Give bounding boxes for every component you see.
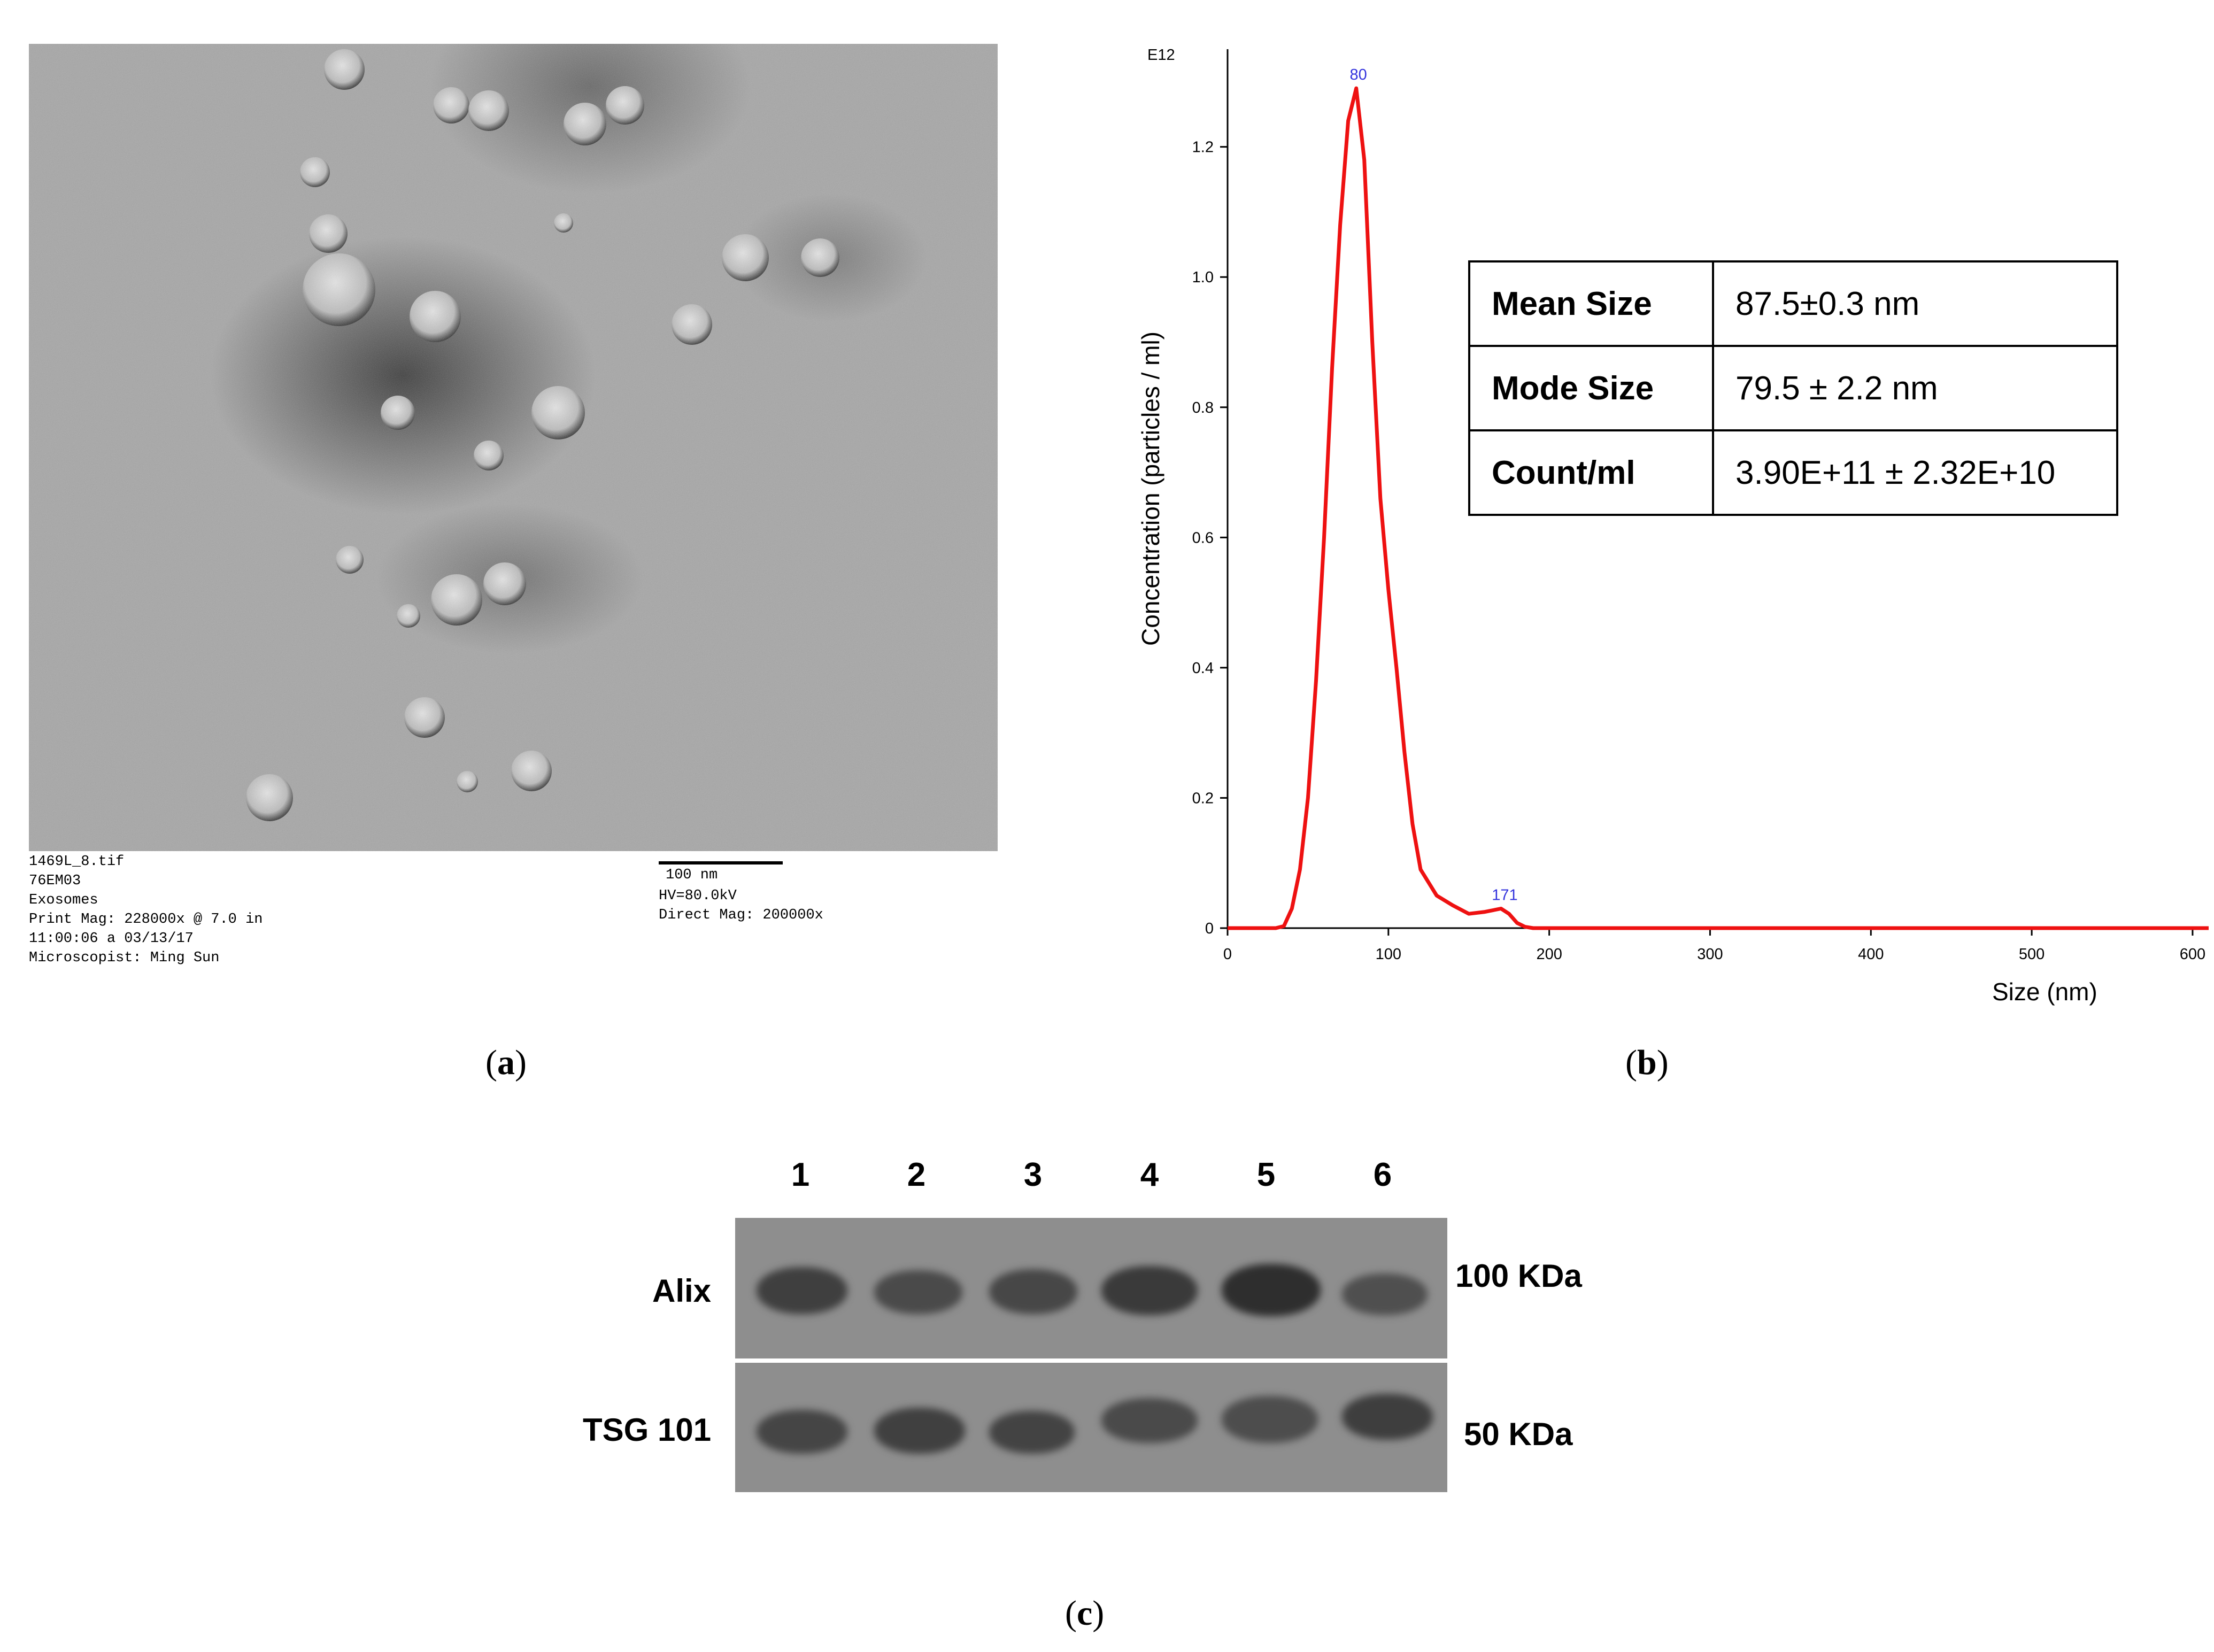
- lane-number: 4: [1140, 1156, 1159, 1193]
- nta-summary-table: Mean Size 87.5±0.3 nm Mode Size 79.5 ± 2…: [1468, 260, 2118, 516]
- panel-label-c: (c): [1065, 1594, 1105, 1633]
- panel-label-b: (b): [1625, 1043, 1669, 1082]
- y-tick-label: 0.6: [1192, 529, 1214, 546]
- blot-strip-alix: [735, 1218, 1447, 1358]
- tem-micrograph: [29, 44, 998, 851]
- x-tick-label: 500: [2019, 946, 2045, 963]
- lane-number: 2: [907, 1156, 926, 1193]
- x-axis-label: Size (nm): [1992, 978, 2097, 1006]
- table-key: Mean Size: [1468, 260, 1714, 347]
- blot-band: [989, 1411, 1075, 1454]
- x-axis-ticks: 0 100 200 300 400 500 600: [1223, 928, 2205, 963]
- table-value: 3.90E+11 ± 2.32E+10: [1712, 429, 2118, 516]
- peak-label: 80: [1350, 66, 1367, 83]
- tem-instrument-info: HV=80.0kV Direct Mag: 200000x: [659, 886, 823, 925]
- lane-number: 1: [791, 1156, 810, 1193]
- panel-label-a: (a): [485, 1043, 527, 1082]
- concentration-series-line: [1228, 86, 2209, 930]
- nta-size-distribution-chart: 0 100 200 300 400 500 600 00.20.40.60.81.01.2 …: [1137, 47, 2209, 1006]
- blot-band: [757, 1267, 847, 1314]
- lane-number: 5: [1256, 1156, 1276, 1193]
- lane-number: 6: [1373, 1156, 1392, 1193]
- tem-filename: 1469L_8.tif: [29, 854, 125, 870]
- blot-band: [1222, 1396, 1318, 1443]
- peak-label: 171: [1492, 886, 1517, 904]
- table-row: Mean Size 87.5±0.3 nm: [1468, 260, 2118, 347]
- x-tick-label: 200: [1536, 946, 1562, 963]
- protein-label-alix: Alix: [652, 1273, 712, 1309]
- protein-label-tsg101: TSG 101: [583, 1412, 712, 1448]
- blot-band: [757, 1410, 847, 1454]
- blot-strip-tsg101: [735, 1363, 1447, 1492]
- blot-band: [989, 1269, 1077, 1314]
- x-tick-label: 300: [1697, 946, 1723, 963]
- y-axis-label: Concentration (particles / ml): [1137, 331, 1164, 646]
- size-marker-100kda: 100 KDa: [1455, 1258, 1582, 1294]
- blot-band: [1101, 1266, 1198, 1315]
- y-axis-ticks: 0 0.2 0.4 0.6 0.8 1.0 1.2: [1192, 139, 1228, 937]
- y-tick-label: 0.2: [1192, 790, 1214, 807]
- blot-band: [1342, 1273, 1428, 1315]
- table-value: 79.5 ± 2.2 nm: [1712, 345, 2118, 431]
- blot-band: [1101, 1398, 1198, 1443]
- y-tick-label: 0.4: [1192, 660, 1214, 677]
- blot-band: [1342, 1394, 1433, 1440]
- blot-band: [1222, 1264, 1321, 1316]
- scale-bar: [659, 861, 783, 864]
- y-tick-label: 0: [1205, 920, 1214, 937]
- scale-bar-label: 100 nm: [666, 867, 718, 883]
- x-tick-label: 0: [1223, 946, 1232, 963]
- tem-microscopist: Microscopist: Ming Sun: [29, 950, 220, 966]
- tem-voltage: HV=80.0kV: [659, 888, 737, 904]
- peak-labels: 80 171: [1350, 66, 1518, 904]
- tem-sample-id: 76EM03: [29, 873, 81, 889]
- lane-number: 3: [1023, 1156, 1043, 1193]
- x-tick-label: 400: [1858, 946, 1884, 963]
- blot-band: [874, 1408, 965, 1454]
- table-row: Mode Size 79.5 ± 2.2 nm: [1468, 345, 2118, 431]
- y-tick-label: 0.8: [1192, 399, 1214, 416]
- y-axis-exponent: E12: [1147, 47, 1175, 64]
- tem-timestamp: 11:00:06 a 03/13/17: [29, 931, 194, 947]
- x-tick-label: 600: [2180, 946, 2205, 963]
- x-tick-label: 100: [1376, 946, 1401, 963]
- table-row: Count/ml 3.90E+11 ± 2.32E+10: [1468, 429, 2118, 516]
- y-tick-label: 1.2: [1192, 139, 1214, 156]
- y-tick-label: 1.0: [1192, 269, 1214, 286]
- blot-band: [874, 1270, 962, 1314]
- tem-sample-name: Exosomes: [29, 892, 98, 908]
- table-key: Count/ml: [1468, 429, 1714, 516]
- tem-print-mag: Print Mag: 228000x @ 7.0 in: [29, 912, 263, 928]
- size-marker-50kda: 50 KDa: [1464, 1416, 1573, 1452]
- table-value: 87.5±0.3 nm: [1712, 260, 2118, 347]
- tem-direct-mag: Direct Mag: 200000x: [659, 907, 823, 923]
- tem-metadata: 1469L_8.tif 76EM03 Exosomes Print Mag: 2280…: [29, 852, 263, 968]
- table-key: Mode Size: [1468, 345, 1714, 431]
